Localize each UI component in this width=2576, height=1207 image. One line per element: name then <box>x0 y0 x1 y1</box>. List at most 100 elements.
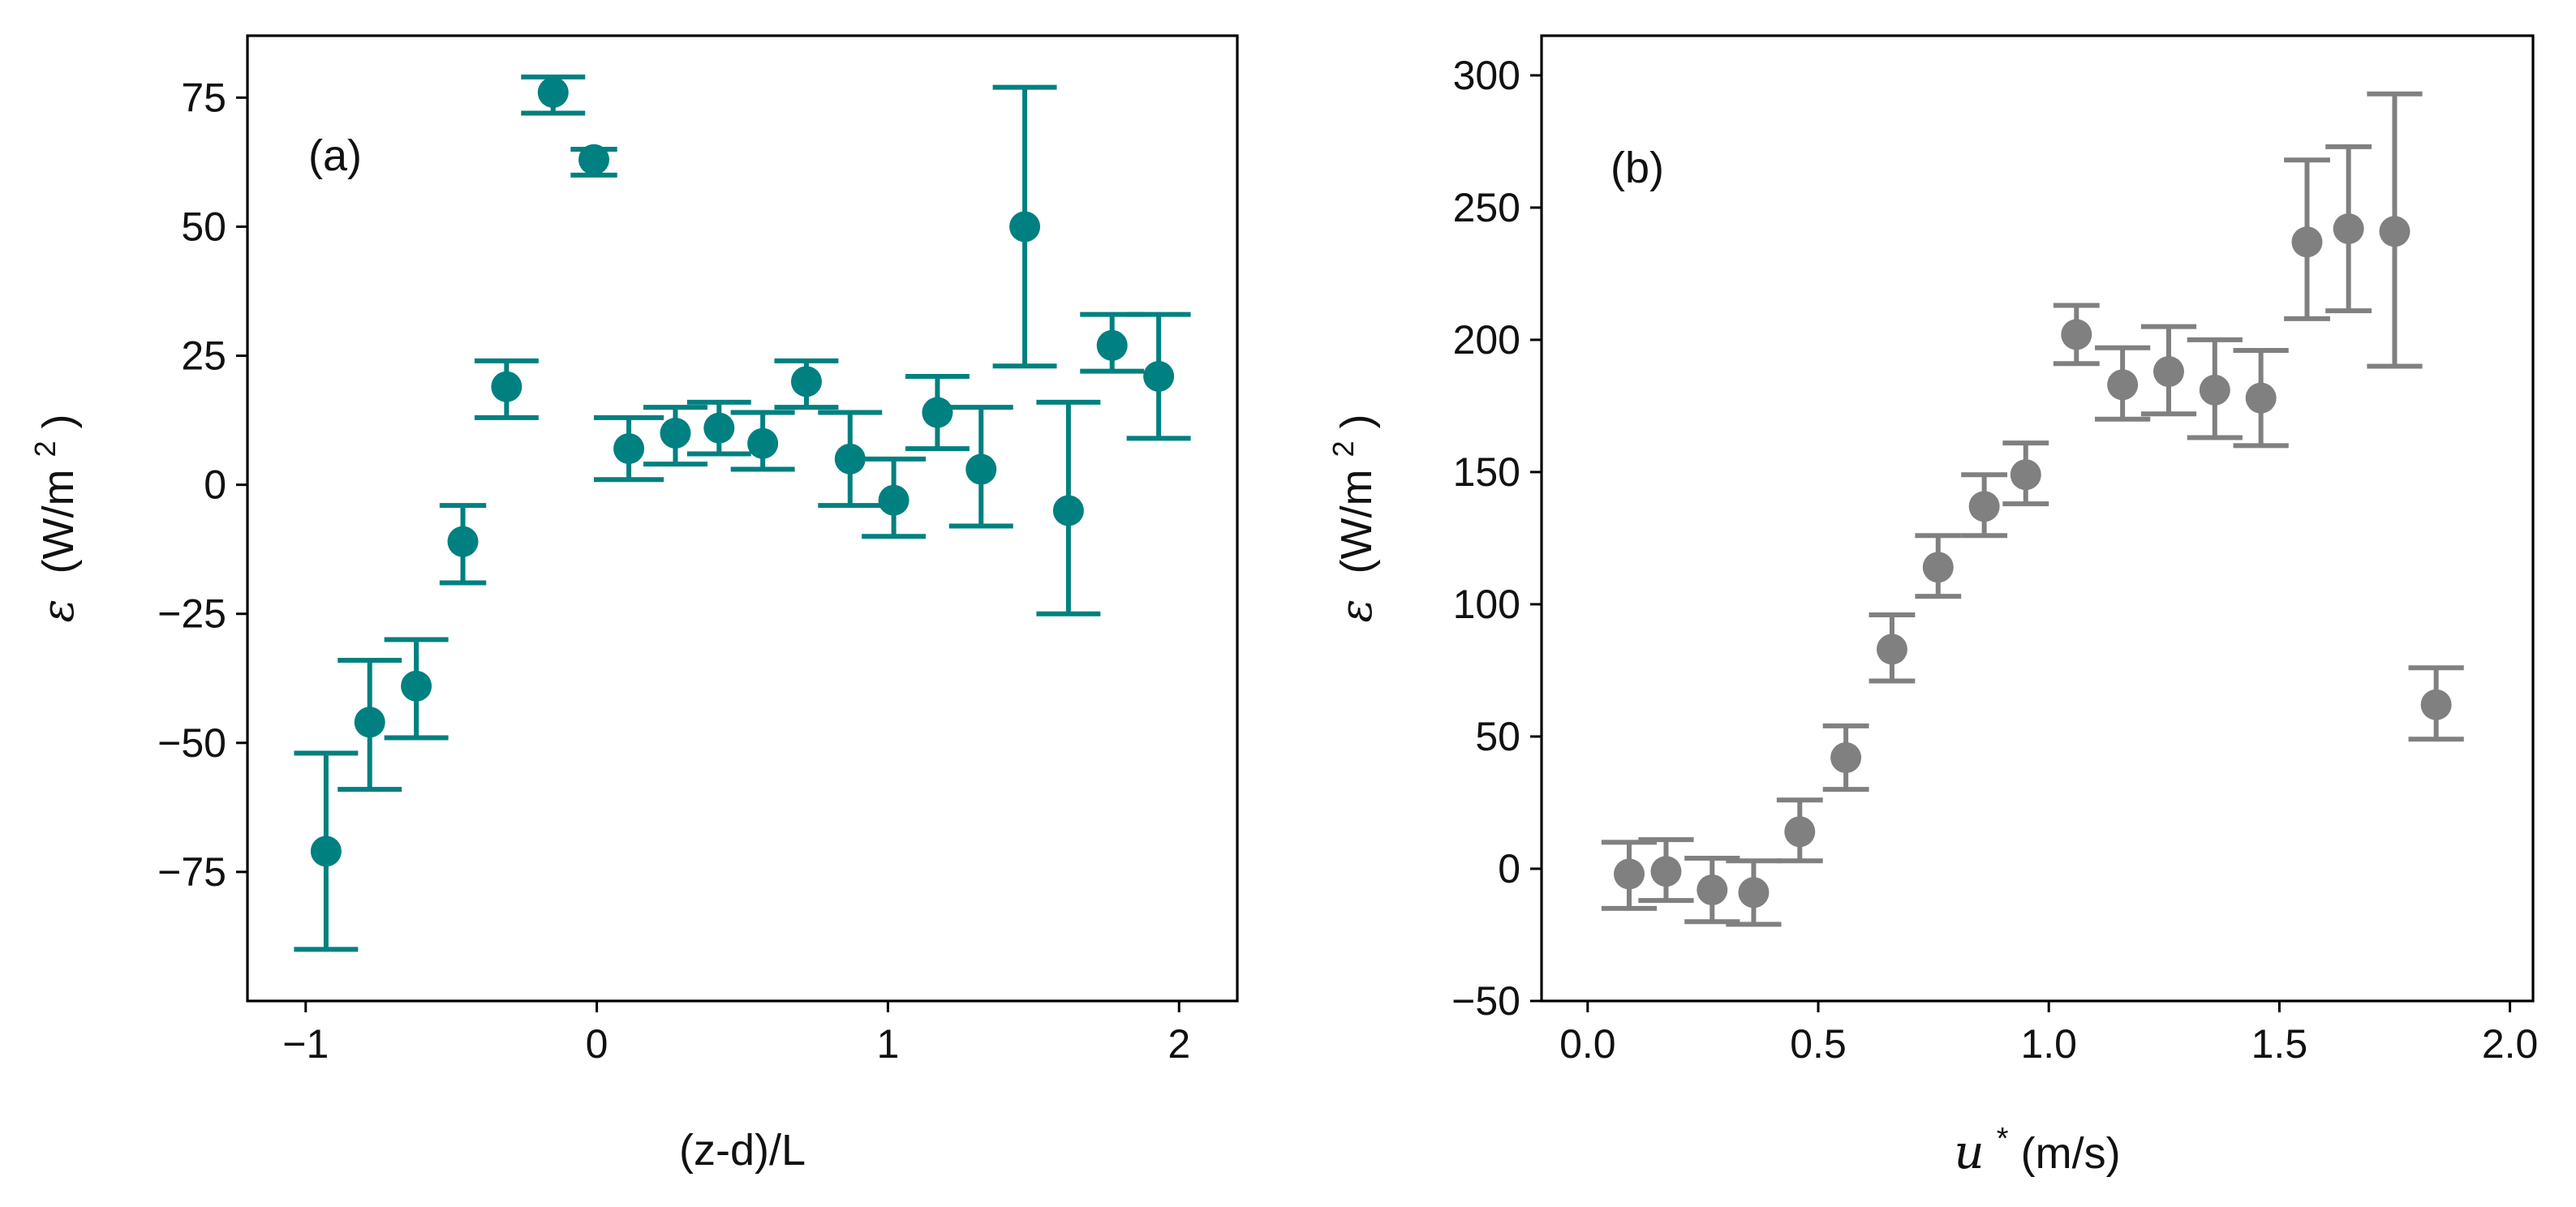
data-marker <box>1052 495 1084 526</box>
data-point-b <box>1638 837 1694 904</box>
x-tick-label-b: 0.0 <box>1559 1021 1616 1067</box>
data-point-b <box>2002 440 2049 507</box>
data-marker <box>703 412 735 444</box>
y-axis-label-a: ε (W/m 2 ) <box>16 415 84 623</box>
x-tick-label-a: 2 <box>1168 1021 1190 1067</box>
plot-area-a <box>246 34 1239 1003</box>
x-tick-label-b: 1.0 <box>2020 1021 2077 1067</box>
panel-b: 0.0 0.5 1.0 1.5 2.0 −50 0 50 100 150 200 250 300 (b)… <box>1327 34 2538 1179</box>
data-point-a <box>905 374 970 452</box>
data-point-a <box>1036 399 1101 616</box>
data-marker <box>1830 742 1862 774</box>
y-tick-label-b: 0 <box>1498 846 1520 891</box>
x-axis-label-a: (z-d)/L <box>679 1126 806 1175</box>
x-axis-label-b: u * (m/s) <box>1954 1110 2120 1179</box>
data-marker <box>2061 319 2092 350</box>
data-marker <box>2010 459 2041 491</box>
data-point-b <box>1822 723 1869 792</box>
data-marker <box>310 835 342 867</box>
data-point-a <box>594 415 664 483</box>
y-axis-unit-close-a: ) <box>34 415 83 429</box>
x-axis-unit-b: (m/s) <box>2021 1129 2121 1178</box>
y-tick-label-a: −50 <box>157 720 226 766</box>
y-tick-label-a: 75 <box>181 75 226 120</box>
data-point-b <box>2140 324 2197 417</box>
y-axis-symbol-a: ε <box>32 599 84 623</box>
data-point-a <box>774 358 839 410</box>
y-tick-label-a: 50 <box>181 204 226 249</box>
data-marker <box>660 418 691 449</box>
data-point-a <box>439 503 487 586</box>
data-point-b <box>2367 91 2423 369</box>
data-point-a <box>862 456 927 539</box>
data-point-b <box>1961 472 2008 539</box>
data-marker <box>613 433 645 465</box>
y-axis-unit-a: (W/m <box>34 470 83 574</box>
y-tick-label-a: −75 <box>157 849 226 895</box>
y-axis-unit-sup-b: 2 <box>1327 441 1360 457</box>
data-point-a <box>570 144 617 178</box>
y-tick-label-a: 0 <box>204 462 226 508</box>
x-tick-label-a: −1 <box>282 1021 329 1067</box>
data-marker <box>2199 374 2230 406</box>
data-marker <box>2420 689 2452 720</box>
y-axis-symbol-b: ε <box>1331 599 1382 623</box>
panel-label-a: (a) <box>308 131 362 180</box>
y-tick-label-b: 300 <box>1453 53 1520 98</box>
data-marker <box>1143 361 1175 392</box>
data-marker <box>1096 329 1128 361</box>
data-marker <box>1876 634 1907 665</box>
data-point-b <box>2325 144 2372 314</box>
data-point-a <box>818 410 883 509</box>
data-marker <box>1968 491 2000 522</box>
data-marker <box>447 526 479 557</box>
y-axis-unit-sup-a: 2 <box>28 441 62 457</box>
y-tick-label-b: 100 <box>1453 582 1520 627</box>
data-marker <box>578 144 609 175</box>
data-point-b <box>2053 303 2100 367</box>
ticks-b: 0.0 0.5 1.0 1.5 2.0 −50 0 50 100 150 200 250 300 <box>1451 53 2538 1067</box>
data-marker <box>922 397 953 428</box>
y-tick-label-b: 200 <box>1453 317 1520 363</box>
data-marker <box>2152 356 2184 388</box>
x-axis-symbol-sup-b: * <box>1997 1122 2009 1156</box>
data-point-a <box>1080 311 1145 374</box>
data-marker <box>537 77 569 108</box>
y-axis-unit-close-b: ) <box>1332 415 1381 429</box>
data-marker <box>2379 216 2410 247</box>
y-tick-label-b: −50 <box>1451 978 1520 1024</box>
data-point-a <box>643 405 707 467</box>
data-point-b <box>2187 337 2243 440</box>
y-tick-label-b: 150 <box>1453 449 1520 495</box>
data-marker <box>1613 858 1645 890</box>
data-point-b <box>2408 665 2464 742</box>
data-marker <box>2245 382 2277 414</box>
x-tick-label-b: 2.0 <box>2482 1021 2539 1067</box>
data-marker <box>1697 874 1728 906</box>
data-point-a <box>474 358 539 420</box>
data-marker <box>401 670 432 702</box>
data-marker <box>2333 213 2364 244</box>
data-marks-a <box>294 74 1191 952</box>
x-tick-label-b: 0.5 <box>1790 1021 1847 1067</box>
data-marker <box>1650 856 1682 887</box>
data-point-b <box>2095 345 2151 422</box>
data-point-a <box>992 84 1057 369</box>
plot-area-b <box>1540 34 2535 1003</box>
data-point-a <box>948 405 1013 529</box>
data-point-a <box>384 637 449 741</box>
panel-label-b: (b) <box>1611 144 1664 192</box>
y-tick-label-a: 25 <box>181 333 226 379</box>
data-marker <box>2107 369 2139 401</box>
data-point-a <box>730 410 795 472</box>
data-marker <box>2291 226 2323 258</box>
data-marker <box>491 371 523 402</box>
data-point-a <box>294 750 359 952</box>
data-point-b <box>2284 157 2330 321</box>
data-marks-b <box>1601 91 2464 927</box>
data-marker <box>747 427 779 459</box>
data-marker <box>1009 211 1041 243</box>
data-point-b <box>1684 855 1740 925</box>
data-point-a <box>521 74 586 116</box>
